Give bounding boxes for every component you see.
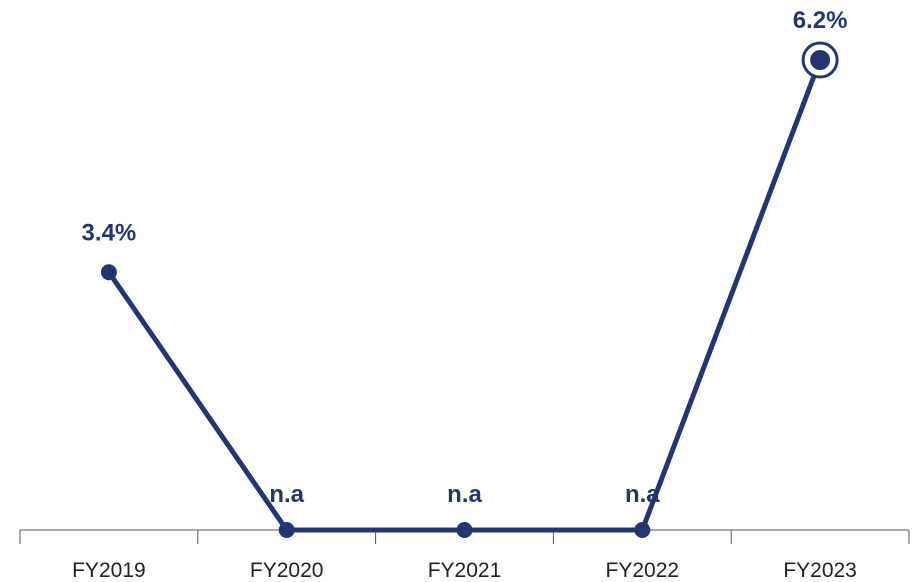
x-tick-label: FY2021 — [428, 559, 502, 582]
series-line-layer — [106, 57, 823, 533]
data-label: 6.2% — [793, 7, 848, 34]
data-label: 3.4% — [82, 219, 137, 246]
x-tick-label: FY2019 — [72, 559, 146, 582]
x-tick-labels: FY2019 FY2020 FY2021 FY2022 FY2023 — [72, 559, 857, 582]
data-point — [456, 522, 473, 538]
x-tick-label: FY2022 — [606, 559, 680, 582]
data-labels: 3.4% n.a n.a n.a 6.2% — [82, 7, 848, 508]
x-tick-label: FY2020 — [250, 559, 324, 582]
data-point — [278, 522, 295, 538]
data-label: n.a — [625, 481, 660, 508]
data-point — [634, 522, 651, 538]
data-points — [100, 41, 839, 538]
data-point — [100, 264, 117, 281]
series-line — [106, 57, 823, 533]
data-label: n.a — [447, 481, 482, 508]
data-label: n.a — [269, 481, 304, 508]
data-point — [810, 50, 831, 70]
x-tick-label: FY2023 — [783, 559, 857, 582]
